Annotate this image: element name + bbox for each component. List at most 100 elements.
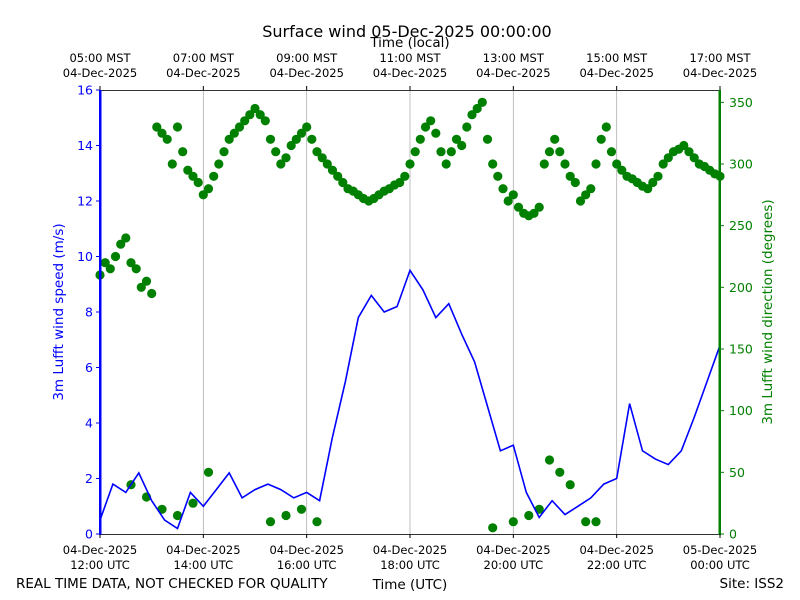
direction-point	[663, 153, 673, 163]
left-tick-label: 8	[85, 305, 93, 320]
top-tick-date: 04-Dec-2025	[166, 66, 240, 80]
top-tick-date: 04-Dec-2025	[373, 66, 447, 80]
direction-point	[136, 282, 146, 292]
top-tick-time: 11:00 MST	[379, 51, 441, 65]
direction-point	[322, 159, 332, 169]
direction-point	[203, 184, 214, 194]
direction-point	[643, 184, 653, 194]
top-tick-time: 05:00 MST	[69, 51, 131, 65]
top-tick-time: 07:00 MST	[173, 51, 235, 65]
direction-point	[338, 177, 348, 188]
direction-point	[534, 202, 544, 212]
direction-point	[488, 523, 498, 533]
direction-point	[539, 159, 549, 169]
left-axis-spine	[99, 90, 102, 535]
direction-point	[291, 134, 301, 144]
right-y-axis-label: 3m Lufft wind direction (degrees)	[760, 199, 776, 424]
direction-point	[415, 134, 425, 144]
direction-point	[477, 97, 487, 107]
direction-point	[327, 165, 338, 175]
direction-point	[276, 159, 286, 169]
wind-speed-line	[99, 268, 721, 530]
direction-point	[224, 134, 234, 144]
right-axis-ticks: 0 50 100 150 200 250 300 350	[720, 95, 753, 542]
top-tick-time: 13:00 MST	[483, 51, 545, 65]
direction-point	[126, 258, 136, 268]
right-tick-label: 50	[729, 465, 745, 480]
direction-point	[581, 190, 591, 200]
direction-point	[121, 233, 131, 243]
bottom-tick-date: 05-Dec-2025	[683, 543, 757, 557]
direction-point	[312, 517, 322, 527]
right-axis-spine	[718, 90, 721, 535]
direction-point	[508, 190, 518, 200]
direction-point	[606, 147, 617, 157]
top-tick-date: 04-Dec-2025	[476, 66, 550, 80]
direction-point	[565, 171, 575, 181]
top-axis-label: Time (local)	[369, 35, 449, 51]
direction-point	[131, 264, 141, 274]
direction-point	[265, 517, 276, 527]
bottom-tick-time: 18:00 UTC	[380, 558, 440, 572]
direction-point	[612, 159, 622, 169]
direction-point	[203, 467, 214, 477]
left-y-axis-label: 3m Lufft wind speed (m/s)	[51, 223, 67, 400]
top-tick-date: 04-Dec-2025	[269, 66, 343, 80]
direction-point	[457, 140, 467, 151]
direction-point	[234, 122, 245, 132]
top-tick-time: 17:00 MST	[689, 51, 751, 65]
left-tick-label: 12	[77, 194, 93, 209]
direction-point	[302, 122, 312, 132]
direction-point	[529, 208, 539, 218]
direction-point	[565, 480, 575, 490]
bottom-tick-time: 20:00 UTC	[484, 558, 544, 572]
right-tick-label: 350	[729, 95, 753, 110]
direction-point	[307, 134, 317, 144]
direction-point	[617, 165, 627, 175]
left-tick-label: 16	[77, 83, 93, 98]
direction-point	[405, 159, 415, 169]
quality-disclaimer: REAL TIME DATA, NOT CHECKED FOR QUALITY	[16, 576, 328, 592]
direction-point	[467, 110, 477, 120]
direction-point	[658, 159, 668, 169]
direction-point	[281, 153, 291, 163]
direction-point	[110, 251, 121, 262]
direction-point	[183, 165, 193, 175]
bottom-tick-date: 04-Dec-2025	[373, 543, 447, 557]
direction-point	[544, 455, 555, 465]
right-tick-label: 150	[729, 342, 753, 357]
bottom-tick-date: 04-Dec-2025	[63, 543, 137, 557]
direction-point	[446, 147, 456, 157]
direction-point	[441, 159, 451, 169]
direction-point	[596, 134, 606, 144]
direction-point	[689, 153, 699, 163]
direction-point	[157, 128, 167, 138]
direction-point	[648, 177, 658, 188]
direction-point	[255, 110, 265, 120]
direction-point	[451, 134, 462, 144]
direction-point	[575, 196, 586, 206]
direction-point	[679, 140, 689, 151]
top-tick-date: 04-Dec-2025	[683, 66, 757, 80]
direction-point	[503, 196, 513, 206]
bottom-tick-time: 00:00 UTC	[690, 558, 750, 572]
direction-point	[229, 128, 239, 138]
direction-point	[147, 288, 157, 299]
direction-point	[431, 128, 441, 138]
direction-point	[410, 147, 420, 157]
direction-point	[684, 147, 694, 157]
direction-point	[281, 510, 291, 521]
direction-point	[508, 517, 518, 527]
direction-point	[317, 153, 327, 163]
direction-point	[167, 159, 177, 169]
direction-point	[198, 190, 208, 200]
site-label: Site: ISS2	[720, 576, 784, 592]
bottom-tick-date: 04-Dec-2025	[579, 543, 653, 557]
left-tick-label: 0	[85, 527, 93, 542]
direction-point	[333, 171, 343, 181]
bottom-tick-date: 04-Dec-2025	[476, 543, 550, 557]
left-tick-label: 2	[85, 471, 93, 486]
direction-point	[219, 147, 229, 157]
